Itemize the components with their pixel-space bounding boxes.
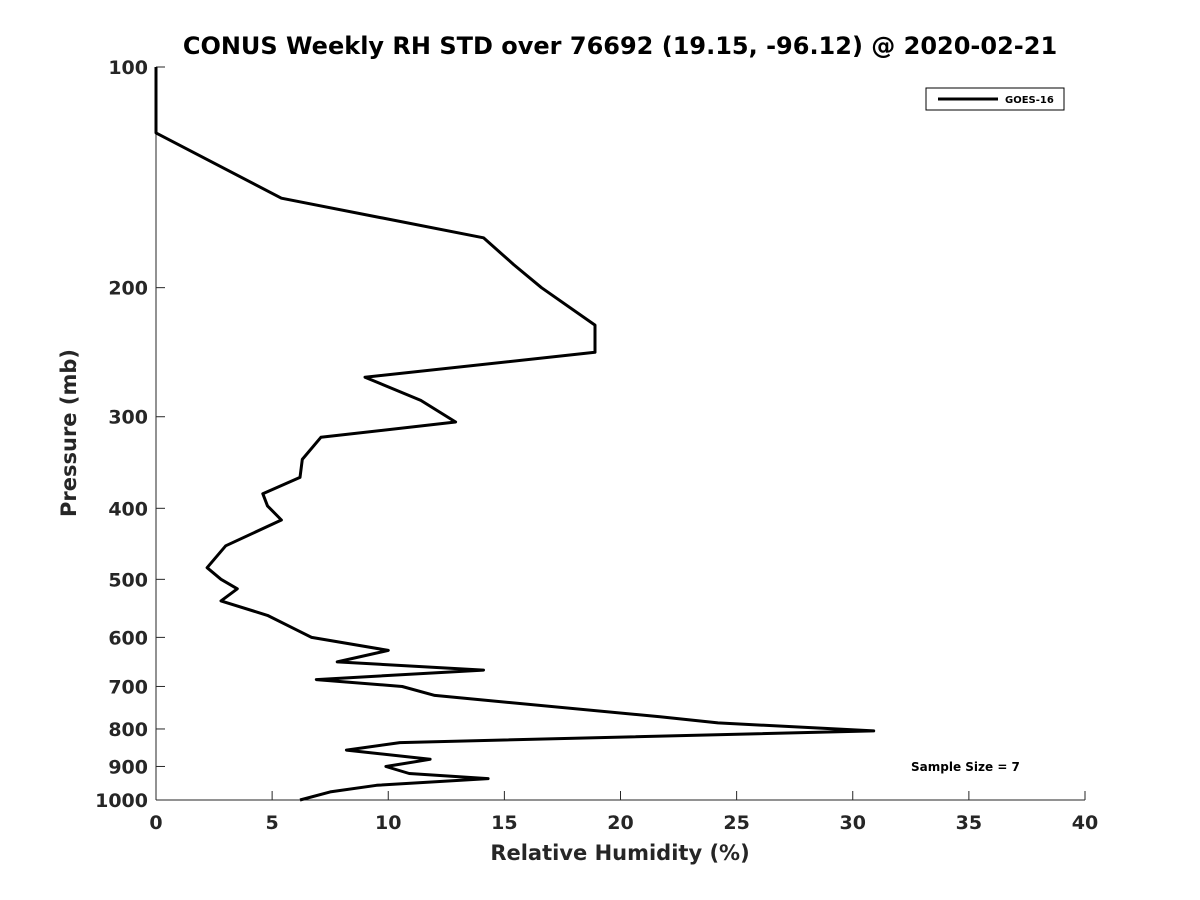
y-tick-label: 600 xyxy=(108,627,148,649)
sample-size-annotation: Sample Size = 7 xyxy=(911,760,1020,774)
x-tick-label: 40 xyxy=(1072,812,1098,834)
plot-area xyxy=(155,67,1085,801)
y-ticks: 100 200 300 400 500 600 700 800 900 1000 xyxy=(95,57,165,812)
y-tick-label: 400 xyxy=(108,498,148,520)
y-tick-label: 1000 xyxy=(95,790,148,812)
x-axis-label: Relative Humidity (%) xyxy=(490,841,749,865)
y-tick-label: 200 xyxy=(108,278,148,300)
y-tick-label: 100 xyxy=(108,57,148,79)
x-tick-label: 0 xyxy=(149,812,162,834)
y-tick-label: 500 xyxy=(108,569,148,591)
x-tick-label: 30 xyxy=(840,812,866,834)
legend-label-goes-16: GOES-16 xyxy=(1005,95,1054,106)
x-tick-label: 25 xyxy=(723,812,749,834)
x-tick-label: 20 xyxy=(607,812,633,834)
series-line-goes-16 xyxy=(154,67,876,802)
series-layer xyxy=(154,67,876,802)
x-tick-label: 10 xyxy=(375,812,401,834)
legend: GOES-16 xyxy=(925,87,1065,111)
x-tick-label: 35 xyxy=(956,812,982,834)
y-tick-label: 800 xyxy=(108,719,148,741)
y-tick-label: 900 xyxy=(108,756,148,778)
y-tick-label: 700 xyxy=(108,676,148,698)
x-tick-label: 5 xyxy=(266,812,279,834)
y-tick-label: 300 xyxy=(108,407,148,429)
y-axis-label: Pressure (mb) xyxy=(57,349,81,517)
x-tick-label: 15 xyxy=(491,812,517,834)
x-ticks: 0 5 10 15 20 25 30 35 40 xyxy=(149,791,1098,834)
chart-title: CONUS Weekly RH STD over 76692 (19.15, -… xyxy=(183,32,1057,60)
